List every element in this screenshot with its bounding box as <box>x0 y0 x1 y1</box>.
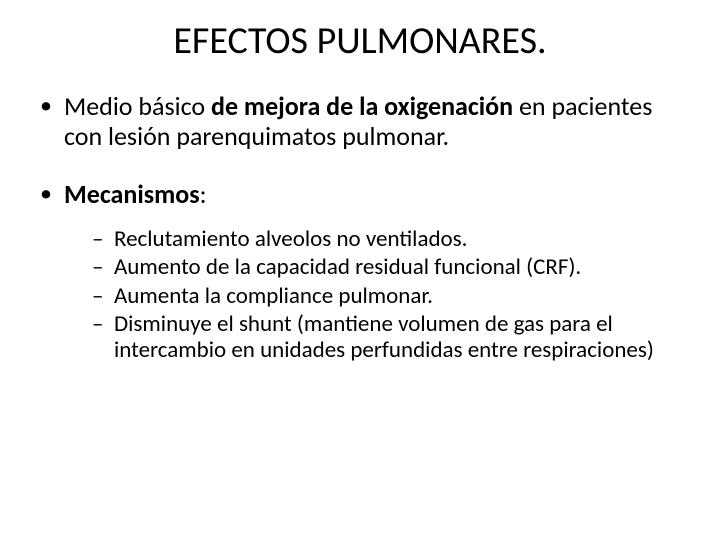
content-list: Medio básico de mejora de la oxigenación… <box>28 92 692 364</box>
slide: EFECTOS PULMONARES. Medio básico de mejo… <box>0 0 720 540</box>
mechanism-item: Disminuye el shunt (mantiene volumen de … <box>92 311 688 364</box>
mechanisms-colon: : <box>200 178 207 210</box>
mechanisms-sublist: Reclutamiento alveolos no ventilados. Au… <box>64 226 688 364</box>
slide-title: EFECTOS PULMONARES. <box>28 18 692 64</box>
mechanism-item: Reclutamiento alveolos no ventilados. <box>92 226 688 252</box>
bullet-oxygenation: Medio básico de mejora de la oxigenación… <box>40 92 688 152</box>
mechanism-item: Aumenta la compliance pulmonar. <box>92 283 688 309</box>
bullet-oxygenation-bold: de mejora de la oxigenación <box>211 90 513 122</box>
bullet-mechanisms: Mecanismos: Reclutamiento alveolos no ve… <box>40 180 688 364</box>
mechanisms-label: Mecanismos <box>64 178 200 210</box>
mechanism-item: Aumento de la capacidad residual funcion… <box>92 254 688 280</box>
bullet-oxygenation-pre: Medio básico <box>64 90 211 122</box>
